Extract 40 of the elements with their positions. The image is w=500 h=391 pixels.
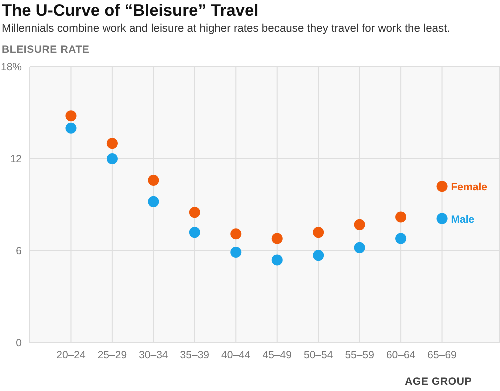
x-tick-label: 35–39 [180, 349, 210, 362]
y-axis-title: BLEISURE RATE [2, 44, 90, 56]
x-tick-label: 30–34 [139, 349, 168, 362]
point [396, 233, 407, 244]
series-label: Female [451, 182, 488, 194]
x-tick-label: 50–54 [304, 349, 334, 362]
y-tick-label: 6 [16, 246, 22, 258]
point [230, 247, 242, 258]
point [106, 154, 118, 164]
point [354, 219, 366, 230]
chart-subtitle: Millennials combine work and leisure at higher rates because they travel for work the least. [2, 23, 450, 35]
x-tick-label: 45–49 [262, 349, 292, 362]
point [66, 110, 77, 122]
point [272, 254, 283, 266]
point [272, 233, 283, 244]
x-axis-title: AGE GROUP [405, 376, 472, 388]
x-tick-label: 60–64 [386, 349, 416, 362]
x-tick-label: 20–24 [56, 349, 86, 362]
point [313, 250, 324, 262]
point [396, 212, 407, 223]
y-tick-label: 0 [16, 338, 22, 350]
point [436, 213, 448, 224]
y-tick-label: 18% [0, 62, 22, 74]
point [106, 138, 118, 150]
x-tick-label: 65–69 [428, 349, 458, 362]
series-label: Male [451, 214, 475, 226]
point [66, 122, 77, 134]
point [148, 174, 160, 186]
chart-title: The U-Curve of “Bleisure” Travel [2, 2, 259, 21]
point [189, 207, 200, 218]
point [189, 227, 200, 238]
point [148, 196, 160, 208]
y-tick-label: 12 [10, 154, 22, 166]
point [313, 227, 324, 238]
x-tick-label: 25–29 [98, 349, 128, 362]
point [354, 242, 366, 254]
point [436, 181, 448, 192]
x-tick-label: 40–44 [222, 349, 251, 362]
point [230, 228, 242, 240]
x-tick-label: 55–59 [345, 349, 375, 362]
